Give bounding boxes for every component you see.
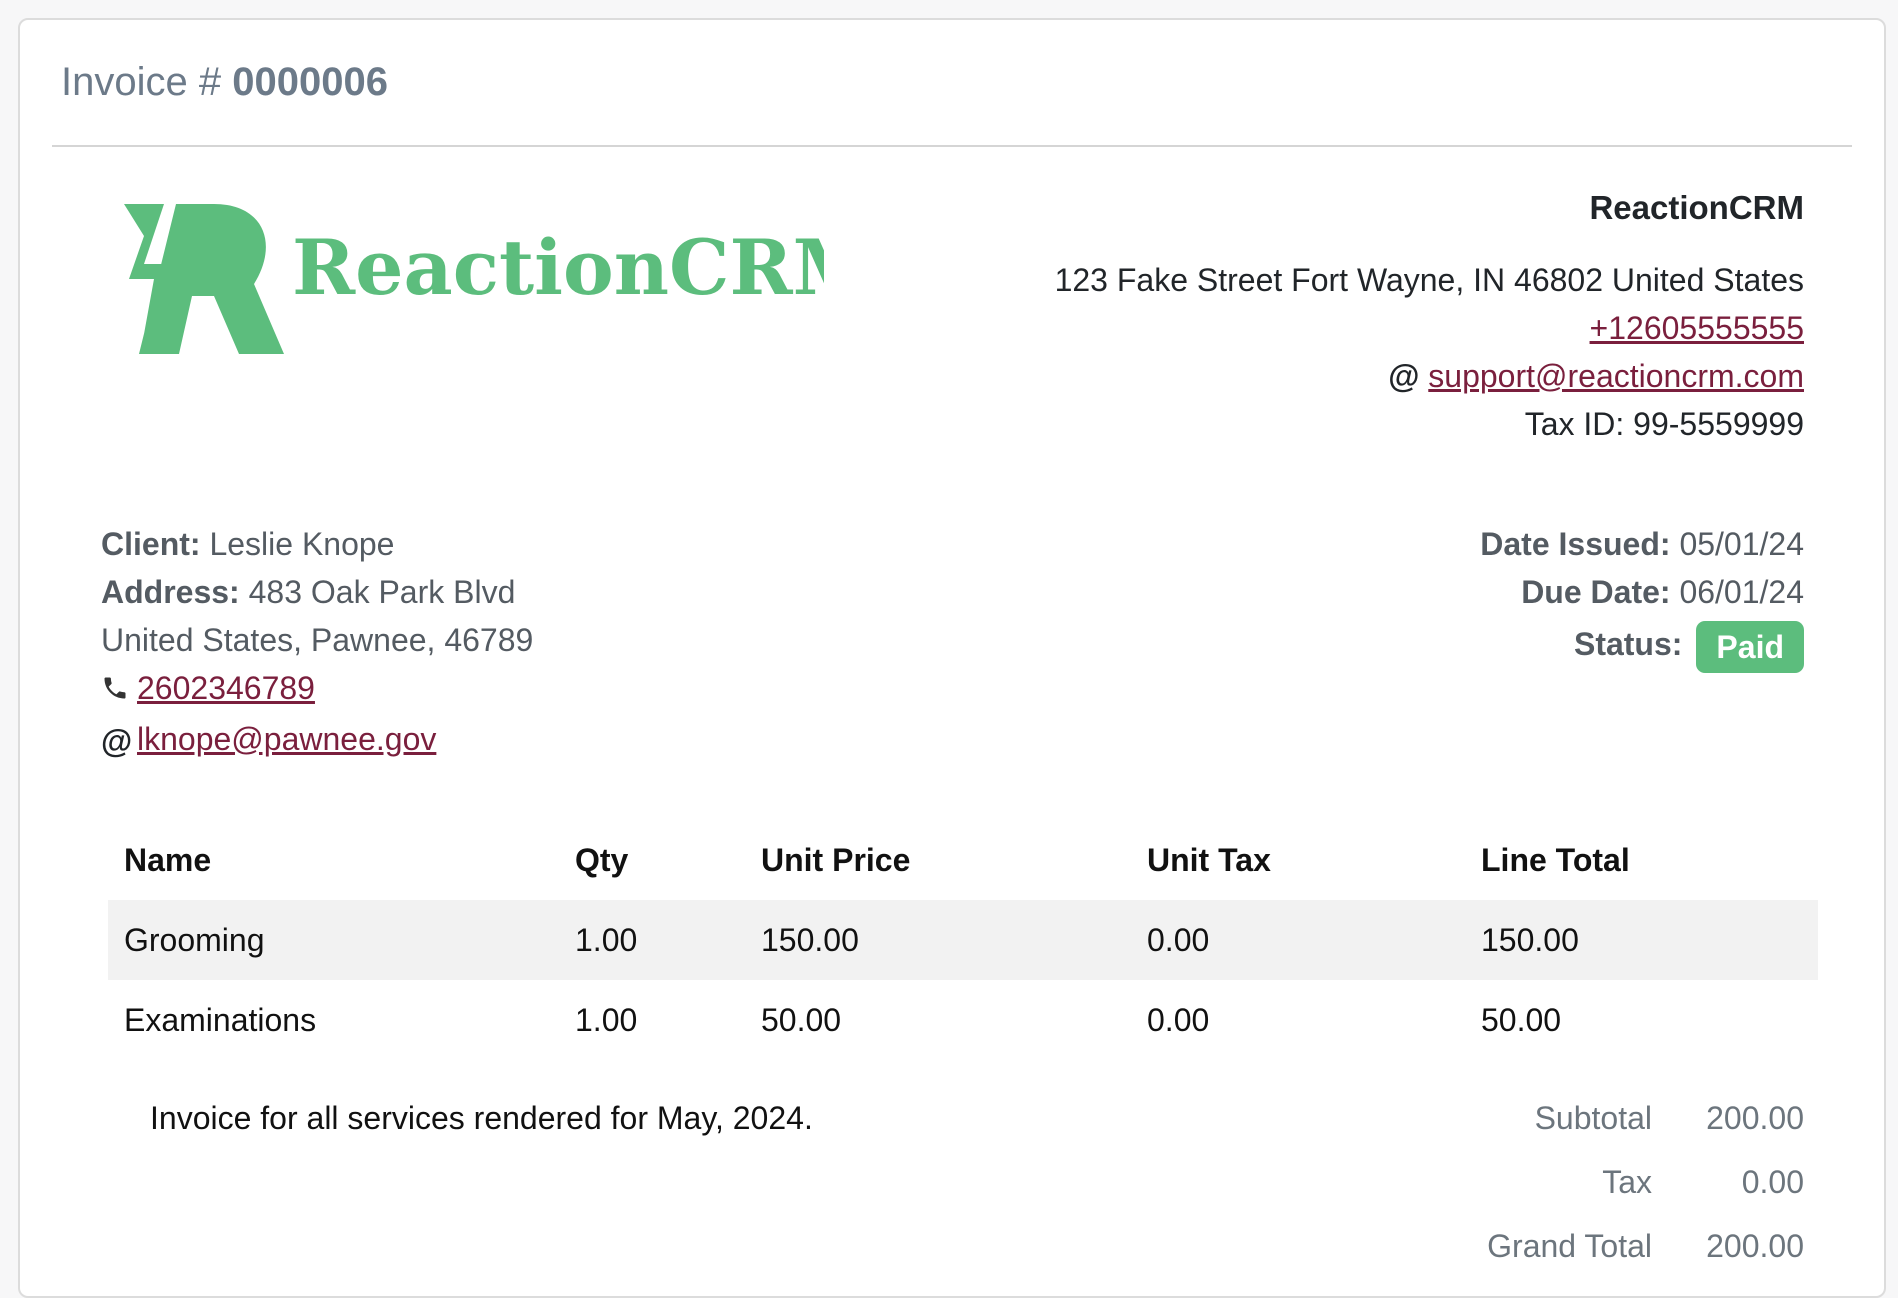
logo-text: ReactionCRM bbox=[292, 223, 824, 312]
subtotal-row: Subtotal 200.00 bbox=[1487, 1100, 1804, 1164]
client-name: Leslie Knope bbox=[209, 526, 395, 562]
col-header-name: Name bbox=[124, 841, 212, 878]
status-label: Status: bbox=[1573, 626, 1683, 662]
date-issued: 05/01/24 bbox=[1679, 526, 1804, 562]
table-row: Grooming 1.00 150.00 0.00 150.00 bbox=[108, 900, 1818, 980]
cell-qty: 1.00 bbox=[559, 900, 745, 980]
cell-unit-tax: 0.00 bbox=[1147, 1001, 1210, 1038]
cell-line-total: 50.00 bbox=[1481, 1001, 1562, 1038]
at-sign-icon: @ bbox=[1388, 358, 1420, 394]
grand-total-row: Grand Total 200.00 bbox=[1487, 1228, 1804, 1292]
cell-qty: 1.00 bbox=[575, 1001, 638, 1038]
invoice-totals: Subtotal 200.00 Tax 0.00 Grand Total 200.00 bbox=[1487, 1100, 1804, 1292]
invoice-card: Invoice # 0000006 ReactionCRM ReactionCR… bbox=[18, 18, 1886, 1298]
reactioncrm-logo: ReactionCRM bbox=[124, 204, 877, 354]
card-header bbox=[52, 20, 1852, 147]
grand-total-value: 200.00 bbox=[1706, 1228, 1804, 1264]
tax-label: Tax bbox=[1602, 1164, 1652, 1200]
client-address-line2: United States, Pawnee, 46789 bbox=[101, 622, 534, 658]
invoice-dates: Date Issued: 05/01/24 Due Date: 06/01/24… bbox=[1480, 520, 1804, 673]
cell-name: Grooming bbox=[108, 900, 559, 980]
at-sign-icon: @ bbox=[101, 723, 133, 760]
date-issued-label: Date Issued: bbox=[1480, 526, 1671, 562]
address-label: Address: bbox=[101, 574, 240, 610]
table-row: Examinations 1.00 50.00 0.00 50.00 bbox=[108, 980, 1818, 1060]
cell-unit-price: 150.00 bbox=[745, 900, 1131, 980]
invoice-notes: Invoice for all services rendered for Ma… bbox=[150, 1100, 813, 1136]
grand-total-label: Grand Total bbox=[1487, 1228, 1652, 1264]
col-header-unit-price: Unit Price bbox=[761, 841, 911, 878]
invoice-title-prefix: Invoice # bbox=[61, 60, 233, 104]
company-address: 123 Fake Street Fort Wayne, IN 46802 Uni… bbox=[1054, 262, 1804, 298]
cell-unit-price: 50.00 bbox=[761, 1001, 842, 1038]
company-name: ReactionCRM bbox=[1589, 189, 1804, 226]
invoice-number: 0000006 bbox=[232, 60, 388, 104]
col-header-unit-tax: Unit Tax bbox=[1147, 841, 1271, 878]
subtotal-label: Subtotal bbox=[1534, 1100, 1652, 1136]
company-info: ReactionCRM 123 Fake Street Fort Wayne, … bbox=[1055, 188, 1804, 448]
cell-line-total: 150.00 bbox=[1465, 900, 1818, 980]
client-label: Client: bbox=[101, 526, 201, 562]
client-phone-link[interactable]: 2602346789 bbox=[137, 670, 315, 706]
company-phone-link[interactable]: +12605555555 bbox=[1589, 310, 1804, 346]
logo-mark-icon bbox=[124, 204, 284, 354]
tax-value: 0.00 bbox=[1741, 1164, 1804, 1200]
due-date-label: Due Date: bbox=[1521, 574, 1671, 610]
table-header-row: Name Qty Unit Price Unit Tax Line Total bbox=[108, 820, 1818, 900]
client-email-link[interactable]: lknope@pawnee.gov bbox=[137, 720, 437, 757]
cell-name: Examinations bbox=[124, 1001, 317, 1038]
cell-unit-tax: 0.00 bbox=[1131, 900, 1465, 980]
status-badge: Paid bbox=[1696, 620, 1804, 673]
company-tax-id: Tax ID: 99-5559999 bbox=[1524, 406, 1804, 442]
col-header-line-total: Line Total bbox=[1481, 841, 1630, 878]
company-logo: ReactionCRM bbox=[104, 184, 877, 379]
company-email-link[interactable]: support@reactioncrm.com bbox=[1428, 358, 1804, 394]
line-items-table: Name Qty Unit Price Unit Tax Line Total … bbox=[108, 820, 1818, 1060]
phone-icon bbox=[101, 667, 131, 715]
tax-row: Tax 0.00 bbox=[1487, 1164, 1804, 1228]
col-header-qty: Qty bbox=[575, 841, 629, 878]
client-address-line1: 483 Oak Park Blvd bbox=[248, 574, 516, 610]
client-info: Client: Leslie Knope Address: 483 Oak Pa… bbox=[101, 520, 533, 765]
due-date: 06/01/24 bbox=[1679, 574, 1804, 610]
invoice-title: Invoice # 0000006 bbox=[61, 60, 388, 105]
subtotal-value: 200.00 bbox=[1706, 1100, 1804, 1136]
